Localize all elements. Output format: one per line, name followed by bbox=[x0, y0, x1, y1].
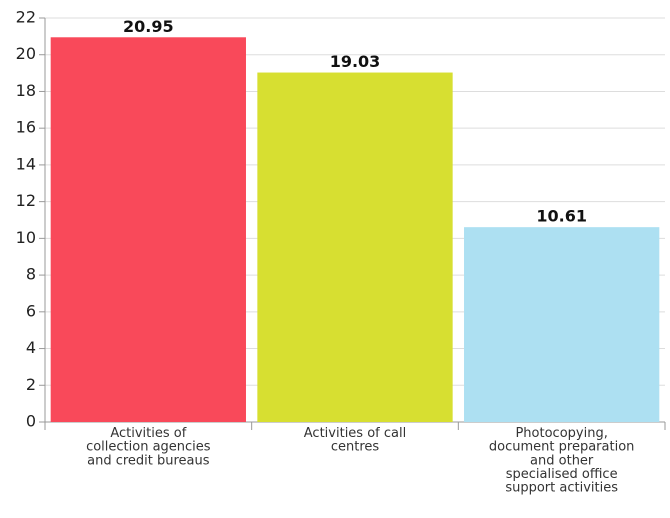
y-tick-label: 4 bbox=[26, 338, 36, 357]
value-label: 19.03 bbox=[330, 52, 381, 71]
value-label: 20.95 bbox=[123, 17, 174, 36]
y-tick-label: 2 bbox=[26, 375, 36, 394]
y-tick-label: 8 bbox=[26, 265, 36, 284]
x-tick-label: Activities of collection agencies and cred… bbox=[86, 426, 211, 468]
x-tick-label: Activities of call centres bbox=[304, 426, 406, 455]
bar bbox=[50, 37, 246, 422]
y-tick-label: 16 bbox=[16, 118, 36, 137]
value-label: 10.61 bbox=[536, 207, 587, 226]
y-tick-label: 6 bbox=[26, 301, 36, 320]
y-tick-label: 10 bbox=[16, 228, 36, 247]
y-tick-label: 0 bbox=[26, 412, 36, 431]
y-tick-label: 18 bbox=[16, 81, 36, 100]
y-tick-label: 14 bbox=[16, 154, 36, 173]
y-tick-label: 22 bbox=[16, 8, 36, 27]
y-tick-label: 12 bbox=[16, 191, 36, 210]
x-tick-label: Photocopying, document preparation and oth… bbox=[489, 426, 634, 496]
y-tick-label: 20 bbox=[16, 44, 36, 63]
bar bbox=[464, 227, 660, 422]
bar bbox=[257, 72, 453, 422]
